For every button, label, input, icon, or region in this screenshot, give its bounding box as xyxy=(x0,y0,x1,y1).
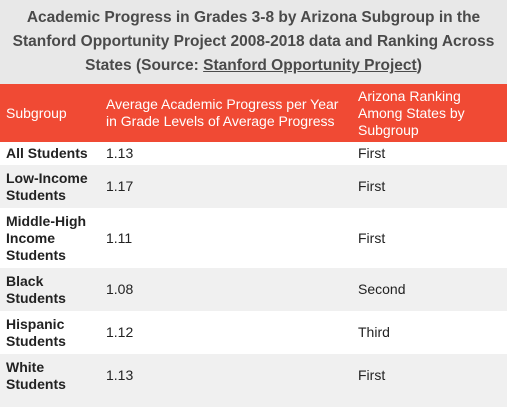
table-row: Hispanic Students 1.12 Third xyxy=(0,311,507,354)
table-footer-strip xyxy=(0,397,507,407)
cell-subgroup: Middle-High Income Students xyxy=(0,208,100,268)
cell-progress: 1.08 xyxy=(100,268,352,311)
header-row: Subgroup Average Academic Progress per Y… xyxy=(0,84,507,142)
table-body: All Students 1.13 First Low-Income Stude… xyxy=(0,142,507,397)
cell-ranking: Third xyxy=(352,311,507,354)
cell-subgroup: Hispanic Students xyxy=(0,311,100,354)
cell-progress: 1.12 xyxy=(100,311,352,354)
table-caption: Academic Progress in Grades 3-8 by Arizo… xyxy=(0,0,507,84)
table-row: All Students 1.13 First xyxy=(0,142,507,165)
cell-progress: 1.13 xyxy=(100,142,352,165)
cell-progress: 1.11 xyxy=(100,208,352,268)
table-row: Black Students 1.08 Second xyxy=(0,268,507,311)
header-progress: Average Academic Progress per Year in Gr… xyxy=(100,84,352,142)
progress-table: Subgroup Average Academic Progress per Y… xyxy=(0,84,507,397)
caption-text: Academic Progress in Grades 3-8 by Arizo… xyxy=(12,9,495,74)
cell-subgroup: Low-Income Students xyxy=(0,165,100,208)
cell-ranking: First xyxy=(352,354,507,397)
caption-text-end: ) xyxy=(416,57,422,74)
table-row: Middle-High Income Students 1.11 First xyxy=(0,208,507,268)
cell-ranking: First xyxy=(352,142,507,165)
table-header: Subgroup Average Academic Progress per Y… xyxy=(0,84,507,142)
cell-ranking: First xyxy=(352,208,507,268)
cell-progress: 1.13 xyxy=(100,354,352,397)
cell-subgroup: Black Students xyxy=(0,268,100,311)
cell-ranking: First xyxy=(352,165,507,208)
header-subgroup: Subgroup xyxy=(0,84,100,142)
table-row: White Students 1.13 First xyxy=(0,354,507,397)
cell-subgroup: White Students xyxy=(0,354,100,397)
source-link[interactable]: Stanford Opportunity Project xyxy=(203,57,417,74)
cell-subgroup: All Students xyxy=(0,142,100,165)
cell-progress: 1.17 xyxy=(100,165,352,208)
header-ranking: Arizona Ranking Among States by Subgroup xyxy=(352,84,507,142)
cell-ranking: Second xyxy=(352,268,507,311)
table-row: Low-Income Students 1.17 First xyxy=(0,165,507,208)
